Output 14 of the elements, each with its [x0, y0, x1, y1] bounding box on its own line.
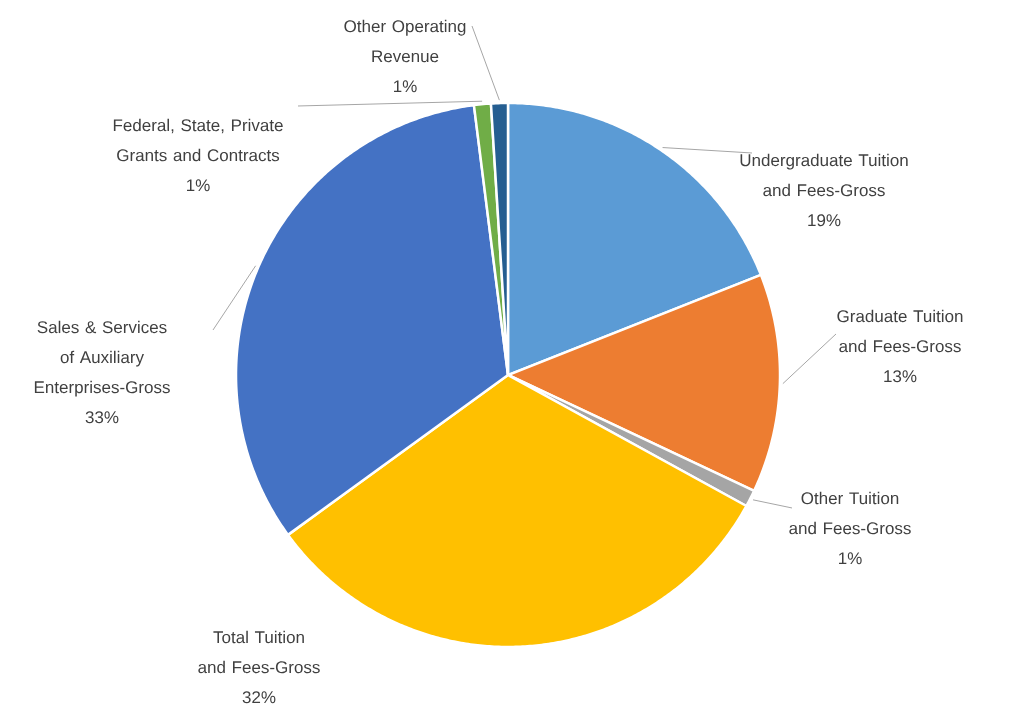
- slice-label: Graduate Tuition and Fees-Gross: [837, 309, 963, 353]
- data-label: 1%: [187, 179, 210, 192]
- data-label: 1%: [839, 552, 862, 565]
- data-label: 19%: [808, 214, 841, 227]
- slice-label: Other Tuition and Fees-Gross: [789, 491, 911, 535]
- slice-label: Undergraduate Tuition and Fees-Gross: [740, 153, 908, 197]
- data-label: 13%: [884, 370, 917, 383]
- slice-label: Other Operating Revenue: [344, 19, 466, 63]
- data-label: 33%: [85, 411, 119, 424]
- data-label: 32%: [242, 691, 276, 704]
- slice-label: Federal, State, Private Grants and Contracts: [113, 118, 283, 162]
- slice-label: Total Tuition and Fees-Gross: [198, 630, 320, 674]
- slice-label: Sales & Services of Auxiliary Enterprises-Gross: [34, 320, 170, 397]
- data-label: 1%: [394, 80, 417, 93]
